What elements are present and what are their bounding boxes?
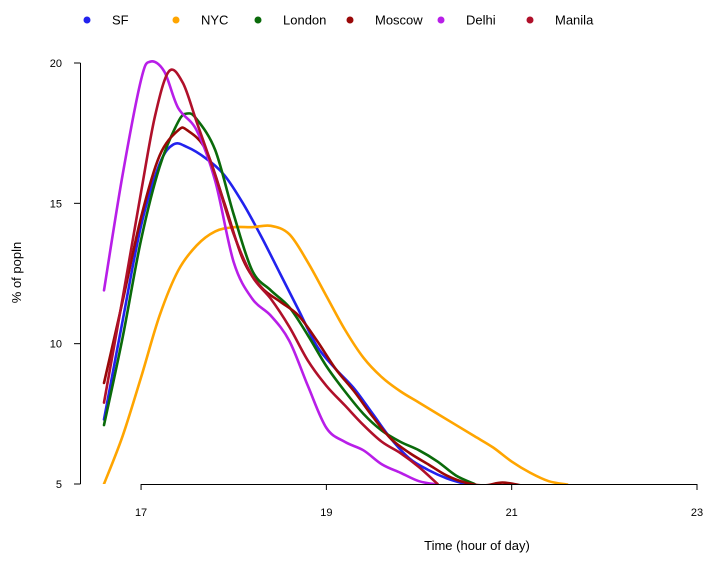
legend: SF NYC London Moscow Delhi Manila	[83, 13, 594, 28]
x-axis-ticks: 17 19 21 23	[135, 484, 703, 519]
series-lines	[102, 60, 569, 484]
legend-marker-london	[254, 16, 262, 24]
axes: 17 19 21 23 5 10 15 20	[50, 58, 703, 519]
x-tick-label-23: 23	[691, 507, 703, 519]
legend-label-moscow: Moscow	[375, 13, 423, 28]
y-tick-label-15: 15	[50, 198, 62, 210]
x-tick-label-17: 17	[135, 507, 147, 519]
legend-marker-nyc	[172, 16, 180, 24]
series-line-sf	[102, 142, 467, 484]
x-tick-label-19: 19	[320, 507, 332, 519]
series-line-moscow	[102, 126, 521, 484]
y-axis-ticks: 5 10 15 20	[50, 58, 81, 491]
y-tick-label-10: 10	[50, 339, 62, 351]
legend-label-nyc: NYC	[201, 13, 228, 28]
series-line-nyc	[102, 224, 569, 484]
legend-label-london: London	[283, 13, 326, 28]
legend-marker-manila	[526, 16, 534, 24]
legend-marker-sf	[83, 16, 91, 24]
legend-label-sf: SF	[112, 13, 129, 28]
y-axis-title: % of popln	[9, 242, 24, 303]
legend-label-manila: Manila	[555, 13, 594, 28]
y-tick-label-5: 5	[56, 479, 62, 491]
legend-marker-moscow	[346, 16, 354, 24]
x-axis-title: Time (hour of day)	[424, 538, 530, 553]
legend-marker-delhi	[437, 16, 445, 24]
y-tick-label-20: 20	[50, 58, 62, 70]
series-line-delhi	[102, 60, 439, 484]
x-tick-label-21: 21	[506, 507, 518, 519]
series-line-london	[102, 112, 476, 484]
legend-label-delhi: Delhi	[466, 13, 496, 28]
series-line-manila	[102, 68, 439, 484]
